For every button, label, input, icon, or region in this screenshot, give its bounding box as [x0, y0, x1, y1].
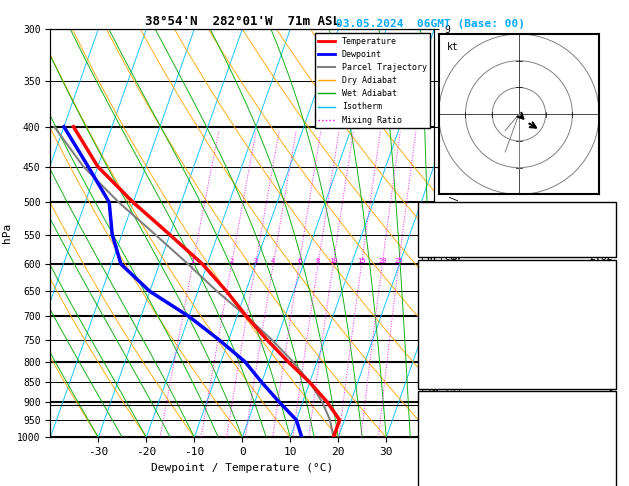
- Text: Lifted Index: Lifted Index: [421, 347, 492, 356]
- Title: 38°54'N  282°01'W  71m ASL: 38°54'N 282°01'W 71m ASL: [145, 15, 340, 28]
- Text: kt: kt: [447, 42, 459, 52]
- Text: 25: 25: [394, 258, 403, 264]
- Text: 317: 317: [596, 328, 613, 338]
- Text: © weatheronline.co.uk: © weatheronline.co.uk: [457, 469, 581, 479]
- Text: Temp (°C): Temp (°C): [421, 291, 474, 301]
- Text: θₑ (K): θₑ (K): [421, 441, 457, 451]
- Text: 324: 324: [596, 441, 613, 451]
- Text: 20: 20: [378, 258, 387, 264]
- Text: 03.05.2024  06GMT (Base: 00): 03.05.2024 06GMT (Base: 00): [337, 19, 525, 30]
- Text: 850: 850: [596, 423, 613, 433]
- Text: CAPE (J): CAPE (J): [421, 478, 469, 486]
- Text: 3: 3: [253, 258, 258, 264]
- Text: PW (cm): PW (cm): [421, 252, 462, 261]
- Text: 12.4: 12.4: [590, 310, 613, 319]
- Text: 10: 10: [329, 258, 338, 264]
- Text: K: K: [421, 215, 427, 225]
- Text: 8: 8: [316, 258, 320, 264]
- Text: θₑ(K): θₑ(K): [421, 328, 451, 338]
- Text: =¹LCL: =¹LCL: [434, 401, 459, 410]
- Text: Totals Totals: Totals Totals: [421, 233, 498, 243]
- Text: 2: 2: [608, 460, 613, 469]
- Y-axis label: km
ASL: km ASL: [458, 233, 476, 255]
- Y-axis label: hPa: hPa: [1, 223, 11, 243]
- Text: Dewp (°C): Dewp (°C): [421, 310, 474, 319]
- Text: Most Unstable: Most Unstable: [477, 404, 558, 414]
- X-axis label: Dewpoint / Temperature (°C): Dewpoint / Temperature (°C): [151, 463, 333, 473]
- Legend: Temperature, Dewpoint, Parcel Trajectory, Dry Adiabat, Wet Adiabat, Isotherm, Mi: Temperature, Dewpoint, Parcel Trajectory…: [315, 34, 430, 128]
- Text: 2.62: 2.62: [590, 252, 613, 261]
- Text: Lifted Index: Lifted Index: [421, 460, 492, 469]
- Text: CAPE (J): CAPE (J): [421, 365, 469, 375]
- Text: 0: 0: [608, 365, 613, 375]
- Text: 19: 19: [601, 291, 613, 301]
- Text: 0: 0: [608, 383, 613, 393]
- Text: 15: 15: [357, 258, 366, 264]
- Text: 4: 4: [271, 258, 276, 264]
- Text: Surface: Surface: [496, 273, 539, 282]
- Text: CIN (J): CIN (J): [421, 383, 462, 393]
- Text: Mixing Ratio (g/kg): Mixing Ratio (g/kg): [450, 177, 460, 289]
- Text: 6: 6: [297, 258, 301, 264]
- Text: 6: 6: [608, 347, 613, 356]
- Text: 46: 46: [601, 233, 613, 243]
- Text: Pressure (mb): Pressure (mb): [421, 423, 498, 433]
- Text: 0: 0: [608, 478, 613, 486]
- Text: 2: 2: [230, 258, 234, 264]
- Text: 22: 22: [601, 215, 613, 225]
- Text: 1: 1: [191, 258, 195, 264]
